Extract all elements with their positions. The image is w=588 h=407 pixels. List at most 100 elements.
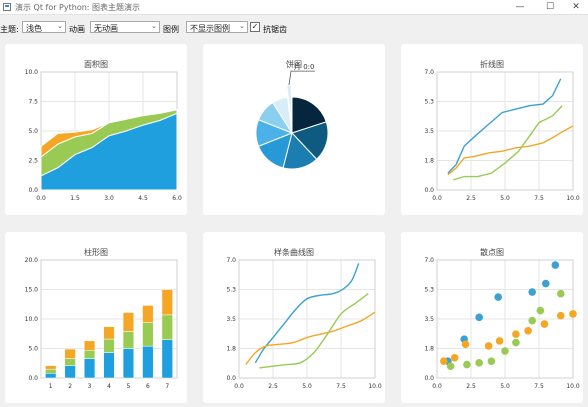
y-tick-label: 15.0 (25, 287, 39, 294)
pie-chart: 片 0:0 (255, 62, 329, 170)
pie-label-leader (288, 70, 315, 86)
x-category-label: 7 (165, 383, 169, 390)
plot-frame (436, 71, 574, 191)
x-tick-label: 4.5 (138, 195, 148, 202)
chevron-down-icon: ⌄ (239, 22, 245, 30)
y-tick-label: 0.0 (424, 187, 434, 194)
y-tick-label: 5.0 (28, 128, 38, 135)
scatter-point (551, 261, 560, 269)
spline-series-1 (254, 263, 360, 364)
maximize-button[interactable]: ☐ (545, 2, 555, 12)
y-tick-label: 1.8 (424, 158, 434, 165)
bar-segment (142, 322, 154, 347)
y-tick-label: 0.0 (28, 187, 38, 194)
chevron-down-icon: ⌄ (57, 22, 63, 30)
x-category-label: 1 (49, 383, 53, 390)
x-category-label: 5 (127, 383, 131, 390)
bar-segment (45, 373, 57, 379)
scatter-point (487, 357, 496, 365)
bar-segment (122, 331, 135, 349)
theme-label: 主题: (0, 25, 19, 34)
bar-segment (161, 314, 173, 340)
y-tick-label: 10.0 (25, 316, 39, 323)
scatter-point (569, 310, 577, 318)
y-tick-label: 0.0 (226, 375, 236, 382)
animation-label: 动画 (69, 25, 85, 34)
y-tick-label: 5.3 (424, 287, 434, 294)
scatter-point (463, 360, 471, 369)
bar-chart-card: 柱形图 20.0 15.0 10.0 5.0 0.0 1 2 3 4 5 6 7 (5, 232, 187, 403)
bar-segment (142, 305, 154, 323)
legend-select[interactable]: 不显示图例 ⌄ (186, 21, 248, 33)
x-category-label: 2 (68, 383, 72, 390)
y-tick-label: 3.5 (424, 128, 434, 135)
scatter-point (512, 338, 520, 347)
close-button[interactable]: ✕ (572, 2, 580, 12)
window-title: 演示 Qt for Python: 图表主题演示 (15, 3, 141, 12)
scatter-point (495, 337, 504, 345)
x-tick-label: 2.5 (268, 383, 278, 390)
chevron-down-icon: ⌄ (151, 22, 157, 30)
antialias-checkbox[interactable]: ✓ (250, 22, 260, 32)
y-tick-label: 7.0 (424, 69, 434, 76)
scatter-point (524, 327, 532, 335)
scatter-point (494, 293, 502, 301)
x-tick-label: 10.0 (566, 195, 580, 202)
bar-chart-title: 柱形图 (84, 248, 108, 257)
area-chart: 10.0 7.5 5.0 2.5 0.00.0 1.5 3.0 4.5 6.0 (25, 69, 182, 202)
pie-chart-card: 饼图 片 0:0 (203, 44, 385, 215)
line-chart: 7.0 5.3 3.5 1.8 0.00.0 2.5 5.0 7.5 10.0 (424, 69, 580, 202)
bar-segment (83, 340, 96, 351)
y-tick-label: 5.3 (226, 287, 236, 294)
x-tick-label: 10.0 (566, 383, 580, 390)
scatter-point (461, 340, 470, 349)
pie-chart-title: 饼图 (286, 60, 302, 69)
scatter-point (556, 289, 565, 298)
window-titlebar: 演示 Qt for Python: 图表主题演示 — ☐ ✕ (0, 0, 588, 15)
x-tick-label: 10.0 (368, 383, 382, 390)
scatter-chart-card: 散点图 7.0 5.3 3.5 1.8 0.0 0.0 2.5 5.0 7.5 10.0 (401, 232, 583, 403)
y-tick-label: 7.5 (28, 99, 38, 106)
x-tick-label: 1.5 (70, 195, 80, 202)
theme-select[interactable]: 浅色 ⌄ (22, 21, 66, 33)
x-tick-label: 3.0 (104, 195, 114, 202)
bar-segment (161, 339, 173, 379)
scatter-point (475, 359, 483, 367)
scatter-point (528, 316, 536, 325)
bar-segment (45, 365, 57, 370)
animation-select[interactable]: 无动画 ⌄ (90, 21, 160, 33)
x-tick-label: 0.0 (432, 195, 442, 202)
line-series-3 (453, 105, 563, 181)
y-tick-label: 5.3 (424, 99, 434, 106)
bar-segment (103, 338, 115, 353)
bar-segment (64, 365, 76, 379)
bar-segment (142, 345, 154, 379)
line-chart-card: 折线图 7.0 5.3 3.5 1.8 0.0 0.0 2.5 5.0 7.5 10.0 (401, 44, 583, 215)
x-tick-label: 7.5 (336, 383, 346, 390)
y-tick-label: 2.5 (28, 158, 38, 165)
scatter-point (542, 279, 550, 288)
x-category-label: 3 (88, 383, 92, 390)
theme-select-value: 浅色 (26, 24, 42, 33)
y-tick-label: 1.8 (226, 346, 236, 353)
x-tick-label: 0.0 (234, 383, 244, 390)
scatter-point (556, 311, 565, 320)
controls-toolbar: 主题: 浅色 ⌄ 动画 无动画 ⌄ 图例 不显示图例 ⌄ ✓ 抗锯齿 (0, 20, 588, 36)
bar-segment (45, 368, 57, 374)
scatter-chart: 7.0 5.3 3.5 1.8 0.00.0 2.5 5.0 7.5 10.0 (424, 257, 580, 390)
plot-frame (238, 259, 376, 379)
x-tick-label: 5.0 (500, 195, 510, 202)
x-tick-label: 7.5 (534, 195, 544, 202)
area-chart-card: 面积图 10.0 7.5 5.0 2.5 0.0 0.0 1.5 3.0 4.5 6.0 (5, 44, 187, 215)
x-tick-label: 6.0 (172, 195, 182, 202)
x-tick-label: 2.5 (466, 383, 476, 390)
line-series-2 (447, 125, 574, 176)
line-series-1 (447, 78, 562, 174)
x-category-label: 4 (107, 383, 111, 390)
minimize-button[interactable]: — (515, 2, 525, 12)
bar-segment (122, 312, 135, 332)
x-tick-label: 5.0 (500, 383, 510, 390)
scatter-point (501, 347, 509, 355)
x-tick-label: 5.0 (302, 383, 312, 390)
scatter-point (475, 313, 483, 322)
